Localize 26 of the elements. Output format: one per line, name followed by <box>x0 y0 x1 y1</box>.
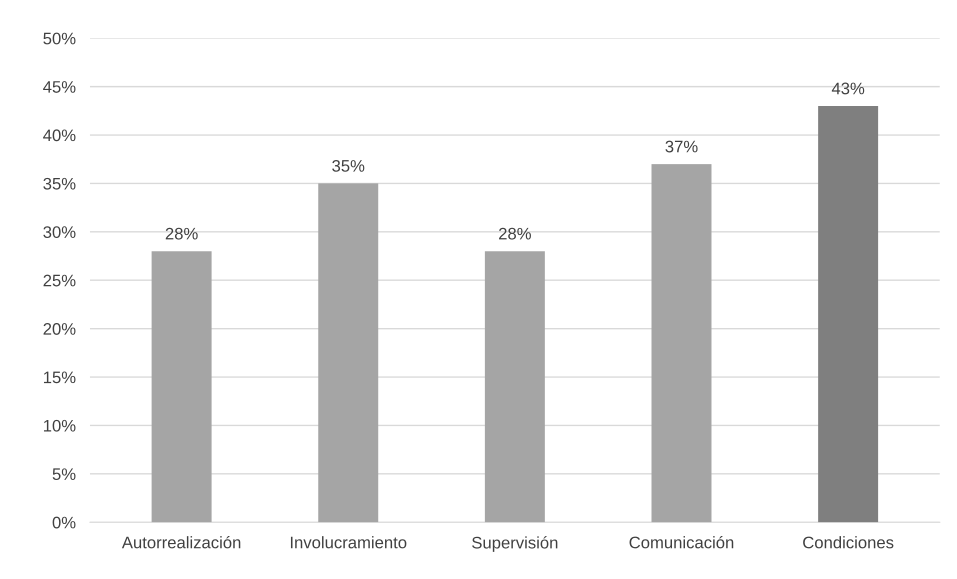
y-tick-label: 40% <box>43 129 76 142</box>
data-label: 35% <box>332 160 364 172</box>
x-tick-label: Condiciones <box>803 536 894 548</box>
bar <box>318 183 378 522</box>
y-tick-label: 5% <box>52 468 76 480</box>
bar <box>818 106 878 522</box>
x-tick-label: Comunicación <box>630 536 734 548</box>
bar <box>652 164 712 522</box>
y-tick-label: 45% <box>43 81 76 93</box>
y-tick-label: 30% <box>43 226 76 238</box>
y-tick-label: 35% <box>43 178 76 190</box>
y-tick-label: 20% <box>44 323 76 335</box>
data-label: 37% <box>665 140 698 152</box>
bar <box>152 251 212 522</box>
y-tick-label: 25% <box>44 274 76 286</box>
data-label: 28% <box>166 228 198 240</box>
y-tick-label: 15% <box>44 372 76 384</box>
y-tick-label: 0% <box>52 516 76 528</box>
bar <box>484 251 545 522</box>
y-tick-label: 10% <box>44 420 76 432</box>
x-tick-label: Supervisión <box>472 536 558 552</box>
data-label: 28% <box>499 228 531 240</box>
x-tick-label: Involucramiento <box>290 536 406 548</box>
data-label: 43% <box>832 82 864 94</box>
y-tick-label: 50% <box>43 32 76 44</box>
x-tick-label: Autorrealización <box>122 536 240 548</box>
